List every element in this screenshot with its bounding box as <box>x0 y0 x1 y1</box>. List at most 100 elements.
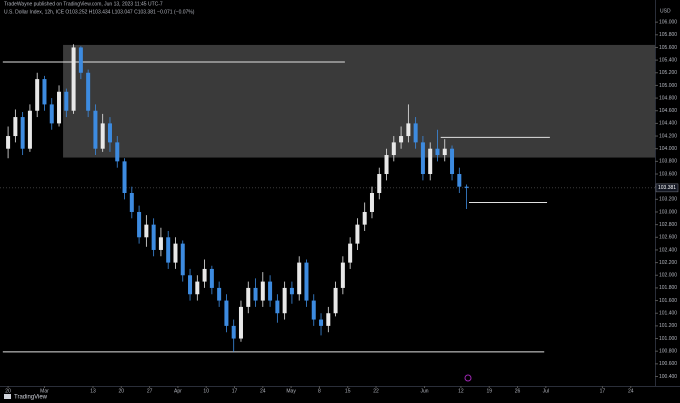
y-tick-label: 105.400 <box>659 57 677 63</box>
candle-body <box>340 262 345 288</box>
candle-body <box>464 186 469 188</box>
x-tick-label: 10 <box>203 388 209 394</box>
candle-body <box>107 123 112 143</box>
candle-body <box>253 287 258 301</box>
brand-logo <box>4 394 11 399</box>
candle-body <box>260 281 265 301</box>
candle-body <box>224 300 229 326</box>
candle-body <box>369 193 374 212</box>
candle-body <box>435 148 440 156</box>
y-tick-label: 103.600 <box>659 171 677 177</box>
candle-body <box>399 136 404 143</box>
candle-body <box>362 211 367 225</box>
candle-body <box>27 110 32 149</box>
candle-body <box>144 224 149 238</box>
candle-body <box>406 123 411 137</box>
candle-body <box>166 237 171 263</box>
x-tick-label: 24 <box>628 388 634 394</box>
x-tick-label: 19 <box>486 388 492 394</box>
symbol-legend: U.S. Dollar Index, 12h, ICE O103.252 H10… <box>4 9 195 15</box>
candle-body <box>297 262 302 295</box>
candle-body <box>13 117 18 137</box>
candle-body <box>35 79 40 111</box>
x-tick-label: Apr <box>174 388 182 394</box>
y-tick-label: 104.000 <box>659 146 677 152</box>
candle-body <box>195 281 200 295</box>
x-tick-label: 17 <box>232 388 238 394</box>
y-tick-label: 101.600 <box>659 298 677 304</box>
y-tick-label: 105.000 <box>659 83 677 89</box>
x-tick-label: 20 <box>5 388 11 394</box>
candle-body <box>173 243 178 263</box>
y-tick-label: 104.400 <box>659 121 677 127</box>
y-tick-label: 105.800 <box>659 32 677 38</box>
x-tick-label: May <box>286 388 296 394</box>
candle-body <box>86 72 91 111</box>
x-tick-label: 15 <box>345 388 351 394</box>
publisher: TradeWayne published on TradingView.com,… <box>4 1 163 7</box>
candle-body <box>275 300 280 314</box>
price-tag-bg <box>655 183 679 193</box>
candle-body <box>246 287 251 307</box>
x-tick-label: 26 <box>515 388 521 394</box>
candle-body <box>137 211 142 238</box>
y-tick-label: 105.600 <box>659 45 677 51</box>
candle-body <box>122 161 127 193</box>
candle-body <box>304 262 309 301</box>
candle-body <box>268 281 273 301</box>
event-marker[interactable] <box>464 374 472 382</box>
candle-body <box>100 123 105 149</box>
candle-body <box>202 268 207 282</box>
candle-body <box>348 243 353 263</box>
x-tick-label: 13 <box>90 388 96 394</box>
plot-area <box>0 44 655 353</box>
candle-body <box>428 148 433 175</box>
candle-body <box>209 268 214 288</box>
x-tick-label: Jun <box>421 388 429 394</box>
candle-body <box>282 287 287 314</box>
x-tick-label: 24 <box>260 388 266 394</box>
candle-body <box>377 174 382 193</box>
candle-body <box>6 136 11 149</box>
y-tick-label: 103.200 <box>659 197 677 203</box>
y-tick-label: 100.800 <box>659 349 677 355</box>
zone <box>63 44 655 158</box>
candle-body <box>217 287 222 301</box>
candle-body <box>188 275 193 295</box>
candle-body <box>442 148 447 156</box>
candle-body <box>450 148 455 175</box>
candle-body <box>319 319 324 326</box>
y-tick-label: 102.800 <box>659 222 677 228</box>
candle-body <box>391 142 396 156</box>
candle-body <box>20 117 25 149</box>
y-tick-label: 101.800 <box>659 285 677 291</box>
candle-body <box>158 237 163 250</box>
x-tick-label: 12 <box>458 388 464 394</box>
candle-body <box>333 287 338 314</box>
y-tick-label: 103.800 <box>659 159 677 165</box>
y-tick-label: 100.600 <box>659 361 677 367</box>
candle-body <box>238 306 243 339</box>
x-tick-label: 22 <box>373 388 379 394</box>
candle-body <box>420 142 425 175</box>
price-tag: 103.381 <box>658 185 676 191</box>
candle-body <box>151 224 156 250</box>
candle-body <box>42 79 47 105</box>
candle-body <box>78 47 83 73</box>
currency: USD <box>660 8 671 14</box>
candle-body <box>413 123 418 143</box>
candle-body <box>49 104 54 124</box>
x-tick-label: 17 <box>600 388 606 394</box>
y-tick-label: 102.400 <box>659 247 677 253</box>
y-tick-label: 104.600 <box>659 108 677 114</box>
candle-body <box>457 174 462 187</box>
y-tick-label: 101.200 <box>659 323 677 329</box>
candle-body <box>384 155 389 175</box>
x-tick-label: 20 <box>119 388 125 394</box>
y-tick-label: 102.000 <box>659 273 677 279</box>
brand: TradingView <box>14 395 48 401</box>
candle-body <box>129 193 134 212</box>
y-tick-label: 104.200 <box>659 133 677 139</box>
candle-body <box>231 325 236 339</box>
